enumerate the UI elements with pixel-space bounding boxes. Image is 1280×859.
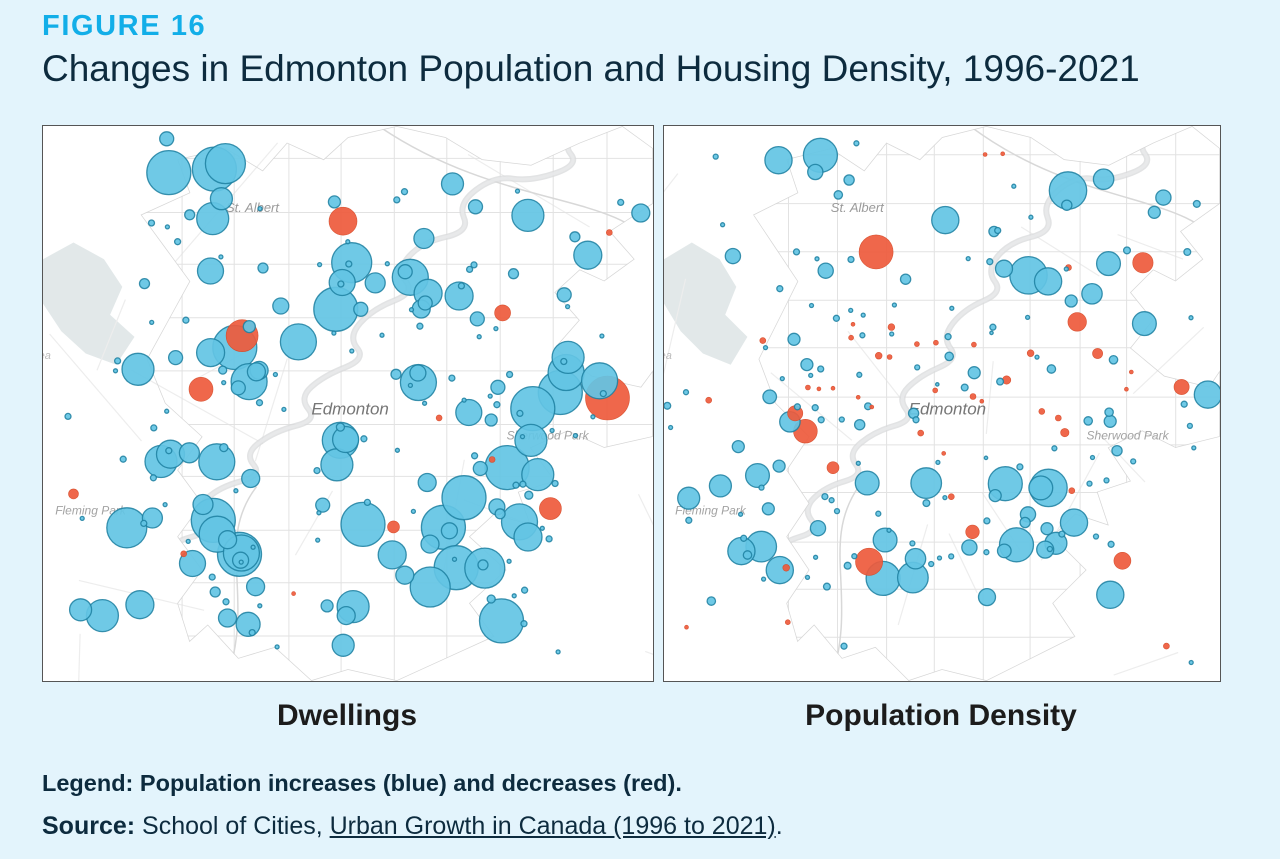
svg-text:rea: rea [43,350,51,362]
svg-text:St. Albert: St. Albert [226,200,280,215]
svg-text:St. Albert: St. Albert [831,200,885,215]
svg-text:Sherwood Park: Sherwood Park [1087,429,1170,443]
svg-text:Edmonton: Edmonton [909,400,987,419]
svg-text:Edmonton: Edmonton [311,400,389,419]
svg-text:rea: rea [664,350,672,362]
